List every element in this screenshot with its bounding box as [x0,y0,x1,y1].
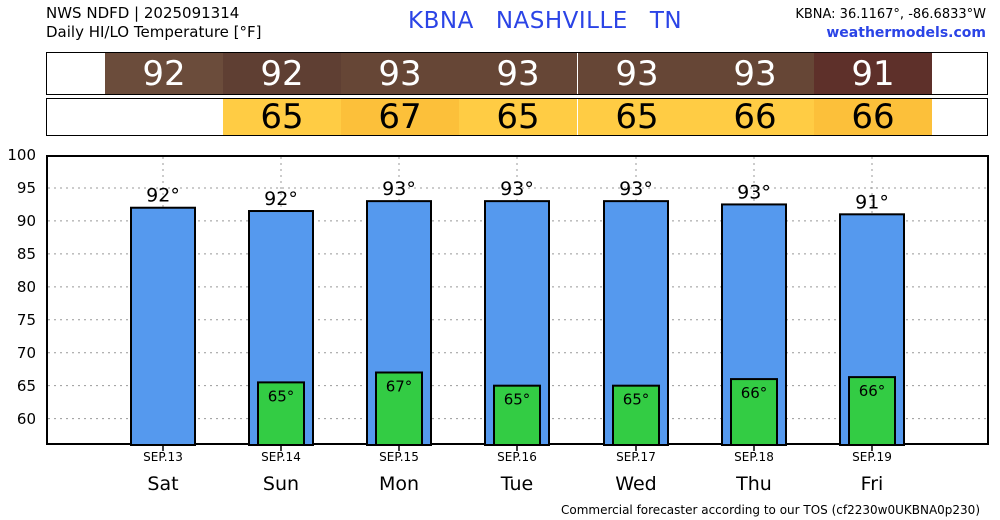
model-run-label: NWS NDFD | 2025091314 [46,4,240,22]
y-tick-label: 100 [7,146,36,164]
y-tick-label: 95 [16,178,36,197]
day-label: Tue [500,473,534,495]
header-info: NWS NDFD | 2025091314 Daily HI/LO Temper… [46,4,262,42]
product-label: Daily HI/LO Temperature [°F] [46,23,262,41]
city-name: NASHVILLE [495,8,628,34]
low-data-label: 67° [386,378,413,396]
low-data-label: 65° [268,387,295,405]
high-bar [130,206,196,446]
high-data-label: 93° [619,178,653,200]
high-data-label: 93° [500,178,534,200]
day-label: Sat [147,473,179,495]
low-bar [493,384,541,447]
date-label: SEP.15 [379,450,419,464]
high-data-label: 92° [264,188,298,210]
date-label: SEP.19 [852,450,892,464]
low-cell: 66 [696,97,814,137]
low-bar [257,381,305,446]
low-data-label: 66° [741,384,768,402]
day-label: Mon [378,473,420,495]
station-id: KBNA [408,8,474,34]
low-temp-strip: 65 67 65 65 66 66 [46,97,988,137]
low-cell: 65 [459,97,577,137]
high-cell: 93 [696,53,814,94]
y-tick-label: 80 [16,277,36,296]
y-tick-label: 65 [16,376,36,395]
low-data-label: 65° [623,391,650,409]
date-label: SEP.18 [734,450,774,464]
low-bar [375,371,423,446]
low-cell: 67 [341,97,459,137]
date-label: SEP.14 [261,450,301,464]
day-label: Wed [615,473,657,495]
day-label: Thu [736,473,772,495]
date-label: SEP.13 [143,450,183,464]
high-cell: 93 [578,53,696,94]
low-data-label: 65° [504,391,531,409]
high-cell: 92 [105,53,223,94]
footer-note: Commercial forecaster according to our T… [560,503,980,517]
low-data-label: 66° [859,382,886,400]
high-data-label: 93° [737,181,771,203]
high-cell: 91 [814,53,932,94]
low-cell: 65 [223,97,341,137]
high-data-label: 92° [146,185,180,207]
high-cell: 92 [223,53,341,94]
high-cell: 93 [459,53,577,94]
coords-label: KBNA: 36.1167°, -86.6833°W [795,7,986,22]
day-label: Sun [262,473,300,495]
y-tick-label: 60 [16,409,36,428]
state-name: TN [649,8,683,34]
y-tick-label: 85 [16,244,36,263]
high-data-label: 91° [855,191,889,213]
date-label: SEP.16 [497,450,537,464]
day-label: Fri [860,473,884,495]
y-tick-label: 75 [16,310,36,329]
low-cell: 65 [578,97,696,137]
site-link[interactable]: weathermodels.com [826,25,986,41]
date-label: SEP.17 [616,450,656,464]
header-meta: KBNA: 36.1167°, -86.6833°W weathermodels… [795,5,986,43]
low-cell: 66 [814,97,932,137]
y-tick-label: 70 [16,343,36,362]
y-tick-label: 90 [16,211,36,230]
high-data-label: 93° [382,178,416,200]
station-title: KBNA NASHVILLE TN [408,8,704,34]
low-bar [848,376,896,447]
low-cell [105,99,223,135]
high-cell: 93 [341,53,459,94]
high-temp-strip: 92 92 93 93 93 93 91 [46,52,988,95]
